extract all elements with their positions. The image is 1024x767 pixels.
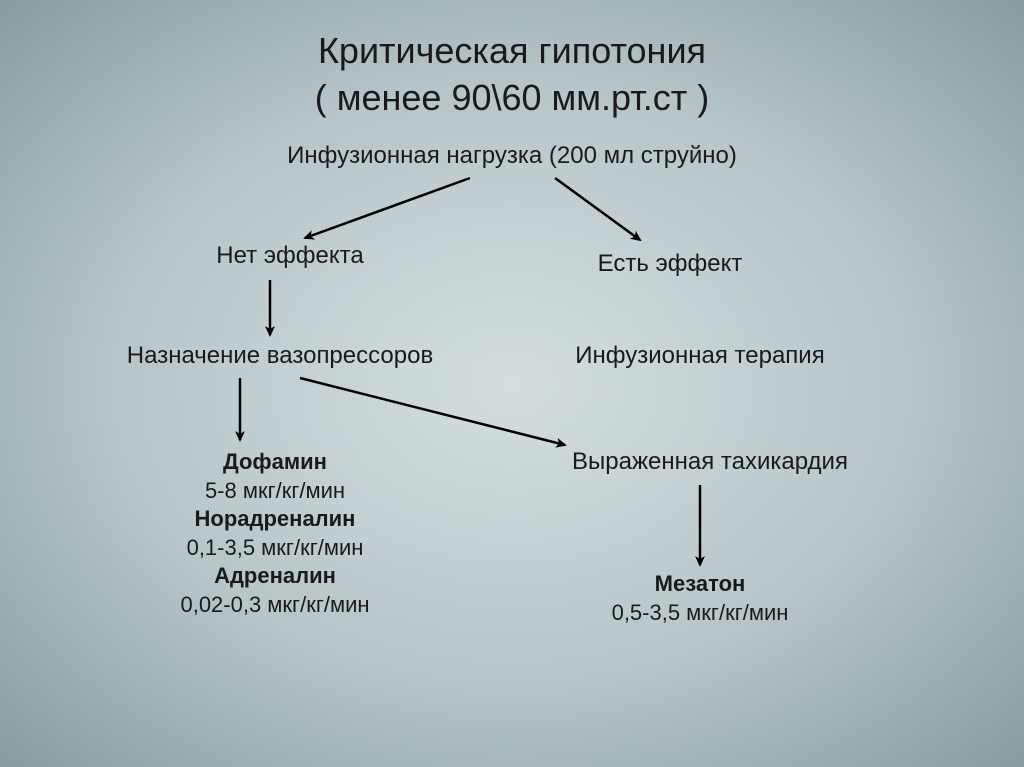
root-text: Инфузионная нагрузка (200 мл струйно) xyxy=(287,142,737,169)
drug-noradrenalin-name: Норадреналин xyxy=(195,506,356,531)
node-tachycardia: Выраженная тахикардия xyxy=(540,446,880,477)
node-no-effect: Нет эффекта xyxy=(150,240,430,271)
title-line1: Критическая гипотония xyxy=(318,30,706,71)
drug-dofamin-name: Дофамин xyxy=(223,449,327,474)
node-root: Инфузионная нагрузка (200 мл струйно) xyxy=(212,140,812,171)
drug-adrenalin-dose: 0,02-0,3 мкг/кг/мин xyxy=(180,592,369,617)
node-infusion-therapy: Инфузионная терапия xyxy=(540,340,860,371)
drug-noradrenalin-dose: 0,1-3,5 мкг/кг/мин xyxy=(187,535,364,560)
node-drugs: Дофамин 5-8 мкг/кг/мин Норадреналин 0,1-… xyxy=(110,448,440,620)
slide-title: Критическая гипотония ( менее 90\60 мм.р… xyxy=(0,28,1024,122)
node-has-effect: Есть эффект xyxy=(540,248,800,279)
vasopressors-text: Назначение вазопрессоров xyxy=(127,342,433,369)
mezaton-name: Мезатон xyxy=(655,571,746,596)
node-vasopressors: Назначение вазопрессоров xyxy=(80,340,480,371)
title-line2: ( менее 90\60 мм.рт.ст ) xyxy=(315,77,710,118)
tachycardia-text: Выраженная тахикардия xyxy=(572,448,848,475)
mezaton-dose: 0,5-3,5 мкг/кг/мин xyxy=(612,600,789,625)
infusion-therapy-text: Инфузионная терапия xyxy=(575,342,824,369)
has-effect-text: Есть эффект xyxy=(598,250,743,277)
no-effect-text: Нет эффекта xyxy=(216,242,363,269)
node-mezaton: Мезатон 0,5-3,5 мкг/кг/мин xyxy=(560,570,840,627)
drug-dofamin-dose: 5-8 мкг/кг/мин xyxy=(205,478,345,503)
drug-adrenalin-name: Адреналин xyxy=(214,563,336,588)
